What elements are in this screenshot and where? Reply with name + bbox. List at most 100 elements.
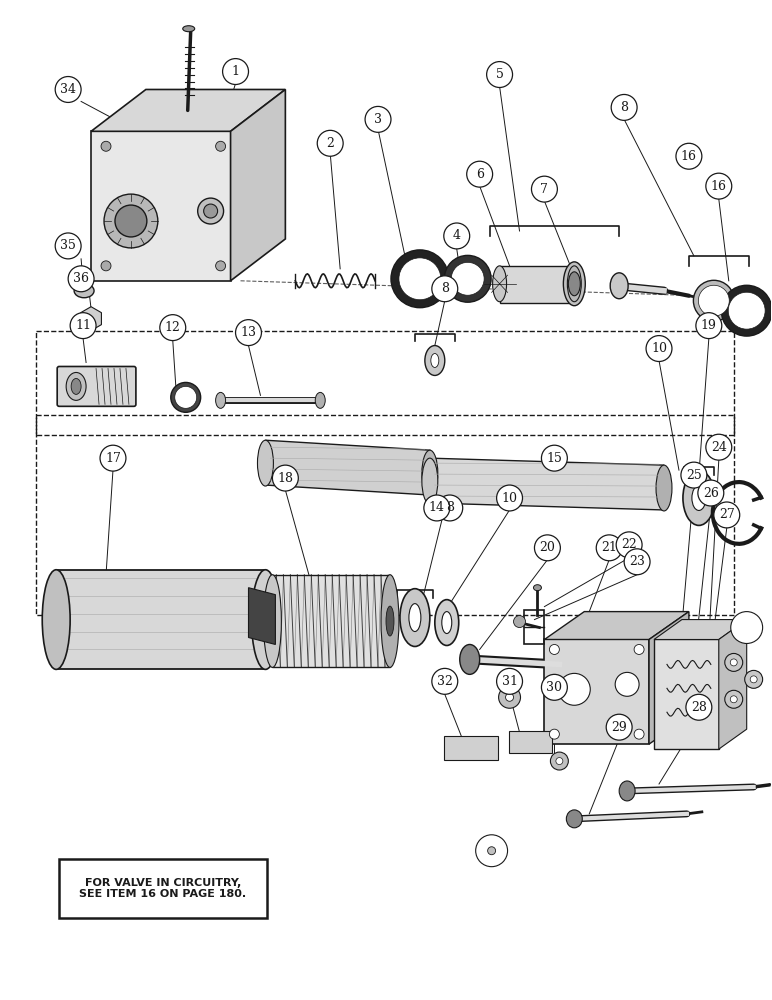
Ellipse shape — [750, 676, 757, 683]
Ellipse shape — [564, 262, 585, 306]
Circle shape — [696, 313, 722, 339]
Circle shape — [273, 465, 298, 491]
Polygon shape — [654, 620, 747, 639]
Text: 25: 25 — [686, 469, 702, 482]
Ellipse shape — [183, 26, 195, 32]
Text: 14: 14 — [428, 501, 445, 514]
Circle shape — [596, 535, 622, 561]
Text: 21: 21 — [601, 541, 617, 554]
Polygon shape — [654, 639, 719, 749]
Ellipse shape — [683, 471, 715, 525]
Ellipse shape — [493, 266, 506, 302]
Circle shape — [55, 233, 81, 259]
Text: 7: 7 — [540, 183, 548, 196]
Ellipse shape — [460, 644, 479, 674]
Ellipse shape — [74, 284, 94, 298]
Circle shape — [486, 62, 513, 87]
Ellipse shape — [66, 372, 86, 400]
Circle shape — [611, 94, 637, 120]
Ellipse shape — [692, 486, 706, 510]
Circle shape — [706, 434, 732, 460]
Ellipse shape — [422, 450, 438, 496]
Polygon shape — [499, 266, 574, 303]
Circle shape — [681, 462, 707, 488]
Polygon shape — [719, 620, 747, 749]
Ellipse shape — [115, 205, 147, 237]
Polygon shape — [430, 458, 664, 510]
Text: 17: 17 — [105, 452, 121, 465]
Text: 8: 8 — [620, 101, 628, 114]
Ellipse shape — [431, 354, 438, 367]
Ellipse shape — [499, 686, 520, 708]
Text: 23: 23 — [629, 555, 645, 568]
Circle shape — [70, 313, 96, 339]
FancyBboxPatch shape — [57, 366, 136, 406]
Ellipse shape — [533, 585, 541, 591]
Circle shape — [550, 644, 560, 654]
Polygon shape — [544, 639, 649, 744]
Polygon shape — [649, 612, 689, 744]
Circle shape — [615, 672, 639, 696]
Text: 16: 16 — [681, 150, 697, 163]
Ellipse shape — [409, 604, 421, 632]
Circle shape — [215, 261, 225, 271]
Text: 26: 26 — [703, 487, 719, 500]
Text: 22: 22 — [621, 538, 637, 551]
Ellipse shape — [315, 392, 325, 408]
Ellipse shape — [567, 266, 581, 302]
Circle shape — [55, 77, 81, 102]
Circle shape — [467, 161, 493, 187]
Text: 36: 36 — [73, 272, 89, 285]
Text: 11: 11 — [75, 319, 91, 332]
Text: 16: 16 — [711, 180, 726, 193]
Text: 5: 5 — [496, 68, 503, 81]
Circle shape — [513, 616, 526, 628]
Circle shape — [714, 502, 740, 528]
Text: 19: 19 — [701, 319, 716, 332]
Circle shape — [616, 532, 642, 558]
Bar — [59, 859, 267, 918]
Circle shape — [646, 336, 672, 362]
Ellipse shape — [104, 194, 157, 248]
Text: 3: 3 — [374, 113, 382, 126]
Ellipse shape — [400, 589, 430, 646]
Circle shape — [606, 714, 632, 740]
Ellipse shape — [730, 659, 737, 666]
Circle shape — [676, 143, 702, 169]
Ellipse shape — [452, 262, 484, 295]
Polygon shape — [249, 588, 276, 644]
Ellipse shape — [425, 346, 445, 375]
Ellipse shape — [174, 386, 197, 408]
Polygon shape — [56, 570, 266, 669]
FancyBboxPatch shape — [509, 731, 553, 753]
Circle shape — [437, 495, 462, 521]
Text: 6: 6 — [476, 168, 484, 181]
Circle shape — [235, 320, 262, 346]
Ellipse shape — [422, 458, 438, 504]
Circle shape — [496, 485, 523, 511]
Circle shape — [365, 106, 391, 132]
Circle shape — [534, 535, 560, 561]
Text: 4: 4 — [452, 229, 461, 242]
Circle shape — [444, 223, 469, 249]
Text: 10: 10 — [502, 492, 517, 505]
Text: 27: 27 — [719, 508, 735, 521]
Ellipse shape — [399, 258, 441, 300]
Ellipse shape — [215, 392, 225, 408]
Text: 28: 28 — [691, 701, 707, 714]
Ellipse shape — [725, 653, 743, 671]
Ellipse shape — [721, 285, 772, 336]
Circle shape — [100, 445, 126, 471]
Circle shape — [317, 130, 344, 156]
Text: 1: 1 — [232, 65, 239, 78]
Circle shape — [215, 141, 225, 151]
Text: 15: 15 — [547, 452, 562, 465]
Circle shape — [558, 673, 591, 705]
Ellipse shape — [556, 758, 563, 765]
Text: 2: 2 — [327, 137, 334, 150]
Ellipse shape — [71, 378, 81, 394]
Circle shape — [531, 176, 557, 202]
FancyBboxPatch shape — [444, 736, 498, 760]
Text: 34: 34 — [60, 83, 76, 96]
Ellipse shape — [263, 575, 281, 667]
